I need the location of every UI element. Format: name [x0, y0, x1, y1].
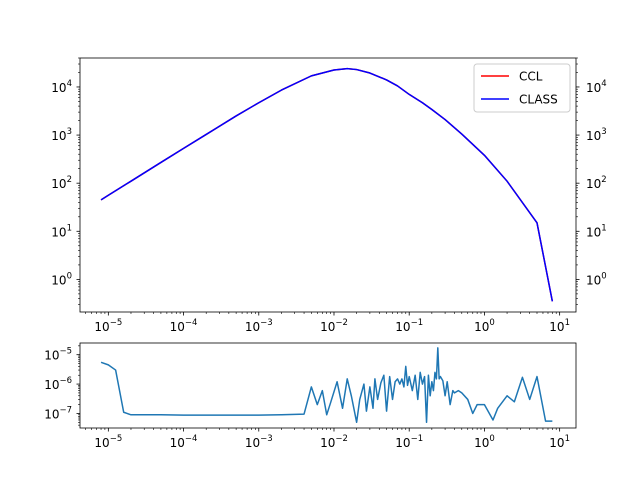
y-tick-label: 103: [51, 127, 72, 143]
y-right-tick-label: 103: [586, 127, 607, 143]
x-tick-label: 10−4: [170, 434, 198, 450]
y-tick-label: 104: [51, 79, 72, 95]
series-line-residual: [100, 347, 553, 424]
y-tick-label: 102: [51, 175, 72, 191]
x-tick-label: 101: [549, 318, 570, 334]
x-tick-label: 10−2: [320, 318, 348, 334]
y-tick-label: 10−6: [44, 376, 72, 392]
x-tick-label: 10−5: [94, 318, 122, 334]
main-plot-axes: 10−5 10−4 10−3 10−2 10−1 100 101 100 100 101 101 10…: [51, 57, 607, 334]
y-right-tick-label: 101: [586, 223, 607, 239]
x-tick-label: 10−4: [170, 318, 198, 334]
axes-frame: [79, 57, 577, 313]
x-tick-label: 10−3: [245, 318, 273, 334]
series-line-class: [100, 67, 554, 302]
x-tick-label: 10−1: [395, 434, 423, 450]
x-tick-label: 100: [474, 434, 495, 450]
x-tick-label: 10−5: [94, 434, 122, 450]
legend-label-class: CLASS: [519, 93, 558, 107]
y-tick-label: 100: [51, 271, 72, 287]
y-right-tick-label: 102: [586, 175, 607, 191]
y-tick-label: 10−5: [44, 347, 72, 363]
legend-label-ccl: CCL: [519, 70, 543, 84]
y-tick-label: 10−7: [44, 405, 72, 421]
x-tick-label: 10−1: [395, 318, 423, 334]
x-tick-label: 101: [549, 434, 570, 450]
y-tick-label: 101: [51, 223, 72, 239]
x-tick-label: 100: [474, 318, 495, 334]
x-tick-label: 10−2: [320, 434, 348, 450]
legend: CCL CLASS: [473, 63, 571, 113]
y-right-tick-label: 104: [586, 79, 607, 95]
y-right-tick-label: 100: [586, 271, 607, 287]
residual-plot-axes: 10−5 10−4 10−3 10−2 10−1 100 101 10−7 10−6 10−5: [44, 342, 577, 450]
x-tick-label: 10−3: [245, 434, 273, 450]
